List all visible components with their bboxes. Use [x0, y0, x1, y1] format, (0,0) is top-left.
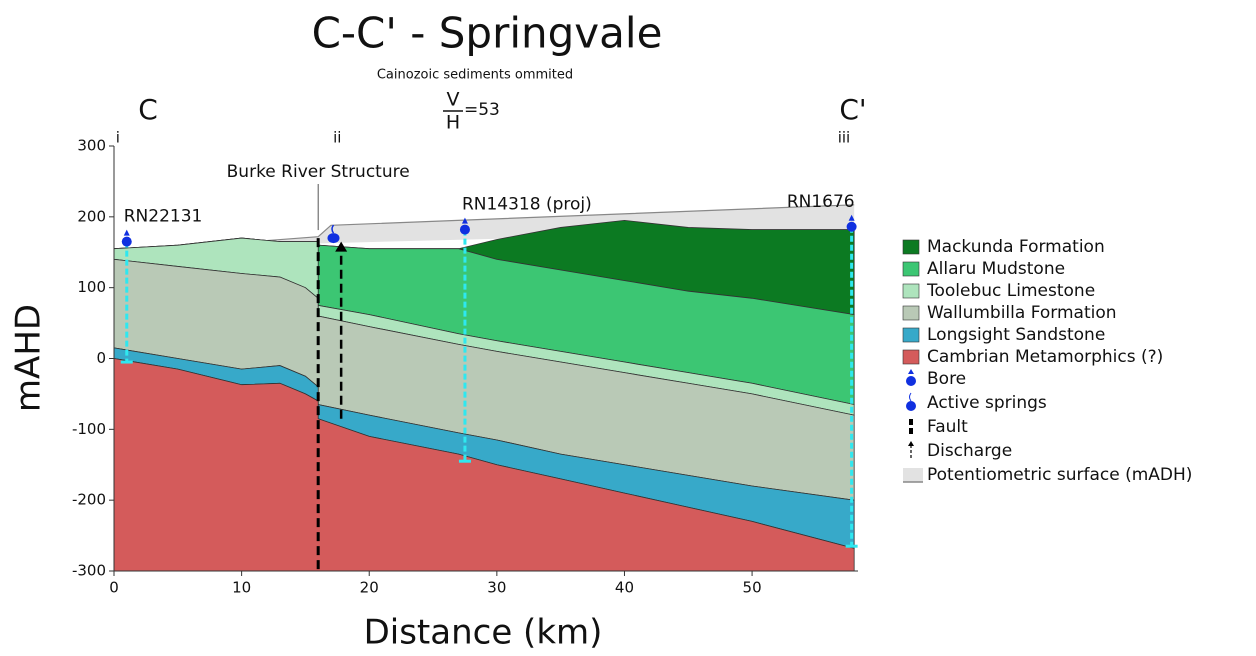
legend-icon — [906, 376, 916, 386]
legend-label: Longsight Sandstone — [927, 325, 1105, 345]
ratio-numerator: V — [447, 89, 460, 111]
spring-flow — [331, 224, 335, 234]
y-tick-label: 0 — [96, 349, 106, 367]
legend-label: Toolebuc Limestone — [926, 281, 1095, 301]
bore-label: RN22131 — [124, 207, 203, 227]
x-tick-label: 10 — [232, 579, 251, 597]
legend-label: Bore — [927, 369, 966, 389]
bore — [121, 236, 132, 247]
legend-swatch — [902, 283, 920, 299]
y-tick-label: 200 — [77, 207, 106, 225]
chart-title: C-C' - Springvale — [312, 9, 663, 58]
y-tick-label: 100 — [77, 278, 106, 296]
ratio-denominator: H — [446, 112, 460, 134]
bore — [459, 224, 470, 235]
legend-swatch — [902, 305, 920, 321]
plot: Burke River Structure RN22131 RN14318 (pro… — [113, 129, 858, 572]
legend-label: Mackunda Formation — [927, 237, 1105, 257]
legend-label: Wallumbilla Formation — [927, 303, 1117, 323]
x-tick-label: 0 — [109, 579, 119, 597]
y-tick-label: 300 — [77, 137, 106, 155]
legend-swatch — [902, 261, 920, 277]
x-tick-label: 40 — [615, 579, 634, 597]
legend-swatch — [902, 239, 920, 255]
legend-icon — [908, 441, 914, 446]
y-tick-label: -100 — [72, 420, 106, 438]
structure-label: Burke River Structure — [227, 162, 410, 182]
x-tick-label: 30 — [487, 579, 506, 597]
bore-arrow — [123, 229, 130, 236]
legend-label: Potentiometric surface (mADH) — [927, 465, 1192, 485]
legend-icon — [908, 369, 914, 374]
bore-arrow — [848, 214, 855, 221]
legend-label: Allaru Mudstone — [927, 259, 1065, 279]
section-start: C — [138, 93, 158, 126]
section-end: C' — [839, 93, 866, 126]
bore-label: RN14318 (proj) — [462, 195, 592, 215]
potentiometric-band — [114, 204, 855, 253]
x-tick-label: 20 — [360, 579, 379, 597]
x-tick-label: 50 — [743, 579, 762, 597]
y-tick-label: -300 — [72, 562, 106, 580]
y-tick-label: -200 — [72, 491, 106, 509]
legend-icon — [903, 468, 923, 482]
spring — [327, 233, 340, 244]
legend-swatch — [902, 349, 920, 365]
section-marker: iii — [838, 129, 851, 147]
bore-label: RN1676 — [787, 192, 855, 212]
section-marker: i — [116, 129, 120, 147]
legend-label: Cambrian Metamorphics (?) — [927, 347, 1163, 367]
y-axis-label: mAHD — [9, 304, 49, 412]
legend-icon — [906, 401, 916, 411]
bore-arrow — [461, 217, 468, 224]
chart-subtitle: Cainozoic sediments ommited — [377, 68, 573, 83]
x-axis-label: Distance (km) — [364, 613, 603, 653]
legend-label: Active springs — [927, 393, 1047, 413]
bore — [846, 221, 857, 232]
discharge-arrowhead — [335, 241, 348, 252]
legend-label: Discharge — [927, 441, 1012, 461]
section-marker: ii — [333, 129, 341, 147]
legend-swatch — [902, 327, 920, 343]
legend-icon — [909, 392, 912, 402]
legend-label: Fault — [927, 417, 968, 437]
ratio-value: =53 — [464, 100, 500, 120]
